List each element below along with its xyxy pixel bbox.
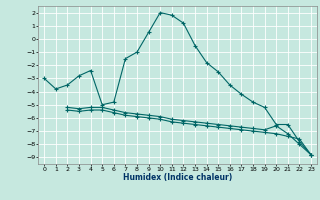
X-axis label: Humidex (Indice chaleur): Humidex (Indice chaleur) [123, 173, 232, 182]
